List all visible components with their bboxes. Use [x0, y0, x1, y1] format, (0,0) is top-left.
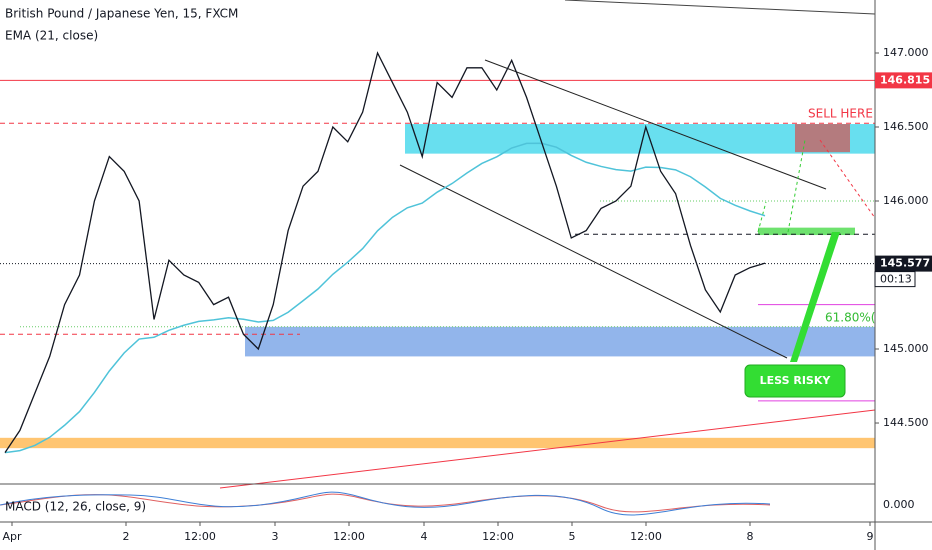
- price-tag: [875, 255, 932, 272]
- x-tick-label: 12:00: [333, 530, 365, 543]
- x-tick-label: 2: [123, 530, 130, 543]
- ema-line: [4, 142, 766, 454]
- price-tag: [875, 72, 932, 89]
- chart-title: British Pound / Japanese Yen, 15, FXCM: [5, 7, 238, 21]
- zone: [795, 124, 850, 153]
- price-tag-label: 146.815: [880, 73, 930, 86]
- x-tick-label: 9: [867, 530, 874, 543]
- macd-label: MACD (12, 26, close, 9): [5, 500, 146, 514]
- macd-tick-label: 0.000: [883, 498, 915, 511]
- countdown-tag: [874, 271, 916, 288]
- callout-text: LESS RISKY: [760, 374, 832, 387]
- x-tick-label: 3: [272, 530, 279, 543]
- y-tick-label: 147.000: [883, 46, 929, 59]
- y-tick-label: 145.000: [883, 342, 929, 355]
- x-tick-label: Apr: [2, 530, 22, 543]
- y-tick-label: 146.500: [883, 120, 929, 133]
- path-arrow: [819, 139, 876, 219]
- zone: [0, 437, 875, 449]
- x-tick-label: 12:00: [630, 530, 662, 543]
- macd-line: [0, 491, 771, 516]
- trend-line: [564, 0, 876, 15]
- x-tick-label: 12:00: [184, 530, 216, 543]
- x-tick-label: 12:00: [482, 530, 514, 543]
- callout-box: [744, 364, 846, 398]
- x-tick-label: 5: [569, 530, 576, 543]
- support-trend: [219, 409, 876, 489]
- price-tag-label: 145.577: [880, 257, 930, 270]
- zone: [245, 326, 875, 357]
- countdown: 00:13: [880, 273, 912, 286]
- annotation: 61.80%(: [825, 311, 875, 325]
- channel-lower: [399, 164, 788, 359]
- zone: [758, 227, 855, 236]
- y-tick-label: 146.000: [883, 194, 929, 207]
- x-tick-label: 4: [421, 530, 428, 543]
- channel-upper: [484, 59, 827, 190]
- path-arrow: [757, 201, 767, 233]
- price-line: [4, 51, 766, 453]
- indicator-label: EMA (21, close): [5, 29, 98, 43]
- y-tick-label: 144.500: [883, 416, 929, 429]
- annotation: SELL HERE: [808, 107, 873, 121]
- callout-pointer: [790, 232, 840, 362]
- x-tick-label: 8: [747, 530, 754, 543]
- macd-signal: [0, 493, 771, 513]
